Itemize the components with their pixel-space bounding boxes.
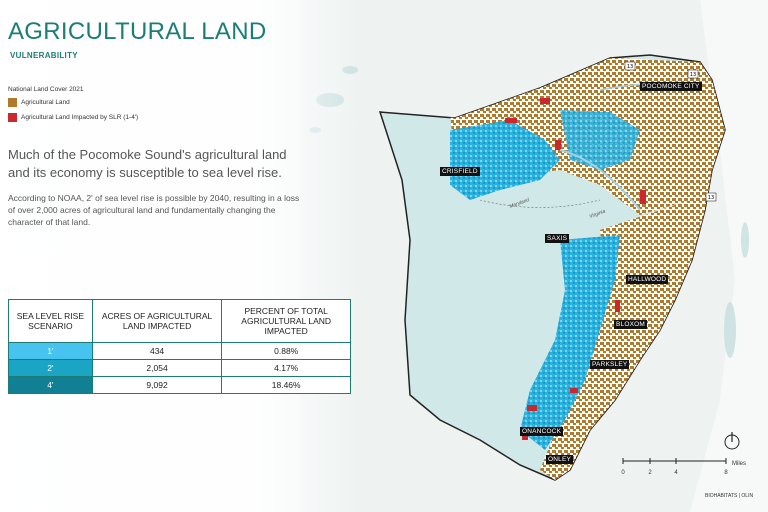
town-label-onley: ONLEY <box>546 455 574 464</box>
scenario-cell: 2' <box>8 359 93 377</box>
town-label-pocomoke-city: POCOMOKE CITY <box>640 82 702 91</box>
scale-bar-graphic: 0 2 4 8 Miles <box>621 458 746 476</box>
table-row: 1' 434 0.88% <box>8 342 351 360</box>
legend-swatch <box>8 113 17 122</box>
route-shield-label: 13 <box>690 72 696 78</box>
credit-text: BIOHABITATS | OLIN <box>705 493 754 499</box>
acres-cell: 2,054 <box>91 359 223 377</box>
scale-tick-label: 4 <box>674 470 678 476</box>
legend-item-agricultural: Agricultural Land <box>8 98 70 107</box>
percent-cell: 4.17% <box>221 359 351 377</box>
legend-label: Agricultural Land Impacted by SLR (1-4') <box>21 114 139 121</box>
page-title: AGRICULTURAL LAND <box>8 18 267 45</box>
acres-cell: 434 <box>91 342 223 360</box>
scale-tick-label: 2 <box>648 470 652 476</box>
scale-bar: 0 2 4 8 Miles <box>620 458 750 478</box>
route-shield-label: 13 <box>627 64 633 70</box>
route-shield-label: 13 <box>708 195 714 201</box>
legend-title: National Land Cover 2021 <box>8 86 84 93</box>
slr-impact-table: SEA LEVEL RISE SCENARIO ACRES OF AGRICUL… <box>8 299 351 394</box>
headline-text: Much of the Pocomoke Sound's agricultura… <box>8 147 287 180</box>
town-label-crisfield: CRISFIELD <box>440 167 480 176</box>
scenario-cell: 1' <box>8 342 93 360</box>
town-label-parksley: PARKSLEY <box>590 360 630 369</box>
text-panel-backdrop <box>0 0 360 512</box>
virginia-label: Virginia <box>589 208 607 219</box>
north-arrow-icon <box>724 432 740 450</box>
table-row: 4' 9,092 18.46% <box>8 376 351 394</box>
body-text: According to NOAA, 2' of sea level rise … <box>8 193 300 227</box>
scale-unit: Miles <box>732 461 746 467</box>
scenario-cell: 4' <box>8 376 93 394</box>
legend-label: Agricultural Land <box>21 99 70 106</box>
table-row: 2' 2,054 4.17% <box>8 359 351 377</box>
acres-cell: 9,092 <box>91 376 223 394</box>
town-label-hallwood: HALLWOOD <box>626 275 669 284</box>
table-header-acres: ACRES OF AGRICULTURAL LAND IMPACTED <box>91 299 223 343</box>
page-subtitle: VULNERABILITY <box>10 51 78 60</box>
percent-cell: 18.46% <box>221 376 351 394</box>
town-label-bloxom: BLOXOM <box>614 320 648 329</box>
legend-item-impacted: Agricultural Land Impacted by SLR (1-4') <box>8 113 138 122</box>
scale-tick-label: 8 <box>724 470 728 476</box>
town-label-saxis: SAXIS <box>545 234 570 243</box>
table-header-scenario: SEA LEVEL RISE SCENARIO <box>8 299 93 343</box>
legend-swatch <box>8 98 17 107</box>
town-label-onancock: ONANCOCK <box>520 427 564 436</box>
table-header-row: SEA LEVEL RISE SCENARIO ACRES OF AGRICUL… <box>8 299 351 343</box>
scale-tick-label: 0 <box>621 470 625 476</box>
table-header-percent: PERCENT OF TOTAL AGRICULTURAL LAND IMPAC… <box>221 299 351 343</box>
percent-cell: 0.88% <box>221 342 351 360</box>
